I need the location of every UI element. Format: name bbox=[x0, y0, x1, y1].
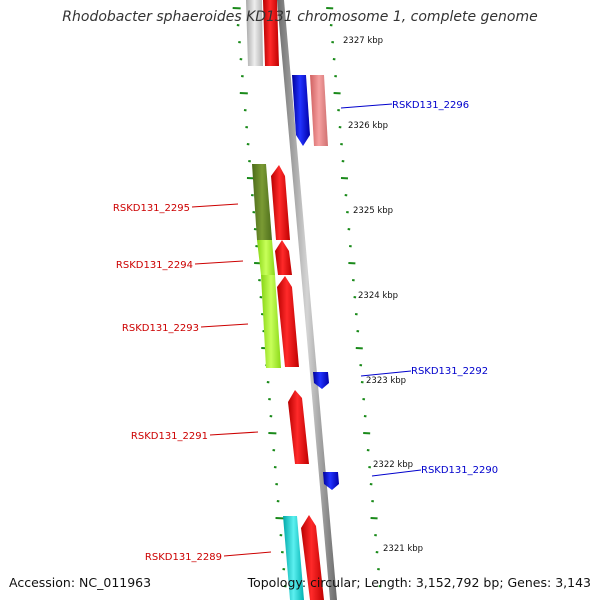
leader-rskd131-2295 bbox=[192, 204, 238, 207]
kbp-markers: 2327 kbp 2326 kbp 2325 kbp 2324 kbp 2323… bbox=[343, 36, 423, 554]
gene-label-rskd131-2290[interactable]: RSKD131_2290 bbox=[421, 465, 498, 476]
leader-rskd131-2289 bbox=[224, 552, 271, 556]
leader-rskd131-2290 bbox=[372, 470, 421, 476]
gene-label-rskd131-2292[interactable]: RSKD131_2292 bbox=[411, 366, 488, 377]
accession-label: Accession: bbox=[9, 575, 75, 590]
gene-label-rskd131-2289[interactable]: RSKD131_2289 bbox=[145, 552, 222, 563]
kbp-marker-2322: 2322 kbp bbox=[373, 460, 413, 470]
kbp-marker-2324: 2324 kbp bbox=[358, 291, 398, 301]
gene-feature-rskd131-2291 bbox=[288, 390, 309, 464]
leader-rskd131-2291 bbox=[210, 432, 258, 435]
gene-label-rskd131-2293[interactable]: RSKD131_2293 bbox=[122, 323, 199, 334]
genome-summary: Topology: circular; Length: 3,152,792 bp… bbox=[248, 575, 591, 590]
kbp-marker-2323: 2323 kbp bbox=[366, 376, 406, 386]
length-value: 3,152,792 bp bbox=[416, 575, 499, 590]
kbp-marker-2327: 2327 kbp bbox=[343, 36, 383, 46]
leader-rskd131-2296 bbox=[341, 104, 392, 108]
topology-value: circular bbox=[310, 575, 356, 590]
topology-label: Topology: bbox=[248, 575, 307, 590]
leader-rskd131-2294 bbox=[195, 261, 243, 264]
gene-feature-rskd131-2293 bbox=[277, 276, 299, 367]
gene-label-rskd131-2296[interactable]: RSKD131_2296 bbox=[392, 100, 469, 111]
genes-value: 3,143 bbox=[555, 575, 591, 590]
kbp-marker-2325: 2325 kbp bbox=[353, 206, 393, 216]
leader-rskd131-2293 bbox=[201, 324, 248, 327]
kbp-marker-2326: 2326 kbp bbox=[348, 121, 388, 131]
map-title: Rhodobacter sphaeroides KD131 chromosome… bbox=[0, 9, 600, 25]
gene-feature-rskd131-2296-color-bar bbox=[310, 75, 328, 146]
gene-feature-rskd131-2294 bbox=[275, 240, 292, 275]
gene-labels: RSKD131_2296 RSKD131_2295 RSKD131_2294 R… bbox=[113, 100, 498, 563]
accession-info: Accession: NC_011963 bbox=[9, 575, 151, 590]
genes-label: Genes: bbox=[508, 575, 552, 590]
gene-feature-rskd131-2294-color-bar bbox=[257, 240, 275, 275]
kbp-marker-2321: 2321 kbp bbox=[383, 544, 423, 554]
gene-label-rskd131-2294[interactable]: RSKD131_2294 bbox=[116, 260, 193, 271]
gene-label-rskd131-2295[interactable]: RSKD131_2295 bbox=[113, 203, 190, 214]
accession-value: NC_011963 bbox=[79, 575, 151, 590]
gene-feature-rskd131-2295 bbox=[271, 165, 290, 240]
gene-label-rskd131-2291[interactable]: RSKD131_2291 bbox=[131, 431, 208, 442]
length-label: Length: bbox=[365, 575, 412, 590]
